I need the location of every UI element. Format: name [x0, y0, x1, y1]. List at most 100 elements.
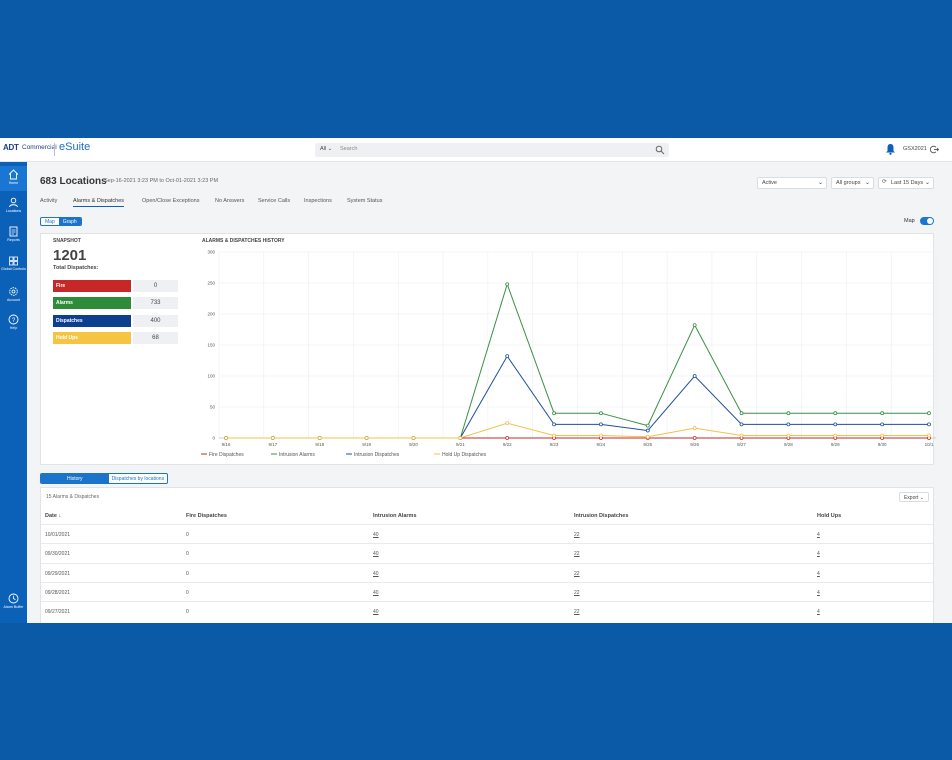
cell-hold-ups[interactable]: 4 — [817, 589, 820, 596]
record-count: 15 Alarms & Dispatches — [46, 494, 100, 500]
cell-hold-ups[interactable]: 4 — [817, 609, 820, 616]
cell-intrusion-dispatches[interactable]: 22 — [574, 570, 580, 577]
cell-intrusion-alarms[interactable]: 40 — [373, 532, 379, 538]
cell-intrusion-dispatches[interactable]: 22 — [574, 609, 580, 616]
x-tick-label: 9/16 — [222, 442, 231, 447]
snapshot-heading: SNAPSHOT — [53, 238, 81, 244]
search-icon[interactable] — [655, 145, 665, 155]
table-row[interactable]: 10/01/2021 0 40 22 4 — [41, 524, 933, 543]
map-switch-label: Map — [904, 218, 915, 224]
dispatches-by-locations-button[interactable]: Dispatches by locations — [111, 476, 165, 482]
y-tick-label: 300 — [207, 250, 215, 255]
x-tick-label: 9/20 — [409, 442, 418, 447]
stat-value-hold-ups: 68 — [133, 332, 178, 344]
column-header-hold-ups[interactable]: Hold Ups — [817, 513, 842, 519]
home-icon — [8, 169, 19, 180]
data-point — [599, 422, 603, 427]
sidebar-item-locations[interactable]: Locations — [0, 194, 27, 219]
cell-intrusion-dispatches[interactable]: 22 — [574, 589, 580, 596]
x-tick-label: 9/26 — [690, 442, 699, 447]
table-row[interactable]: 09/30/2021 0 40 22 4 — [41, 543, 933, 562]
group-filter-dropdown[interactable]: All groups ⌄ — [831, 177, 874, 189]
search-scope-dropdown[interactable]: All ⌄ — [320, 146, 333, 152]
cell-intrusion-dispatches[interactable]: 22 — [574, 551, 580, 558]
main-content: 683 Locations Sep-16-2021 3:23 PM to Oct… — [27, 162, 952, 623]
y-tick-label: 0 — [212, 436, 215, 441]
x-tick-label: 9/24 — [597, 442, 606, 447]
data-point — [833, 422, 838, 427]
data-point — [505, 354, 510, 359]
data-point — [786, 411, 791, 416]
table-row[interactable]: 09/27/2021 0 40 22 4 — [41, 601, 933, 620]
column-header-intrusion-alarms[interactable]: Intrusion Alarms — [373, 513, 417, 519]
chevron-down-icon: ⌄ — [864, 180, 870, 186]
tab-inspections[interactable]: Inspections — [304, 198, 332, 204]
cell-date: 09/30/2021 — [45, 551, 71, 558]
x-tick-label: 9/27 — [737, 442, 746, 447]
column-header-intrusion-dispatches[interactable]: Intrusion Dispatches — [574, 513, 629, 519]
help-icon: ? — [8, 314, 19, 325]
sidebar-item-account[interactable]: Account — [0, 283, 27, 308]
x-tick-label: 9/28 — [784, 442, 793, 447]
tab-alarms-dispatches[interactable]: Alarms & Dispatches — [73, 198, 125, 207]
data-point — [692, 323, 697, 328]
brand-logo[interactable]: ADT — [3, 143, 19, 152]
column-header-fire-dispatches[interactable]: Fire Dispatches — [186, 513, 227, 519]
tab-no-answers[interactable]: No Answers — [215, 198, 245, 204]
status-filter-dropdown[interactable]: Active ⌄ — [757, 177, 827, 189]
search-input[interactable]: Search — [340, 146, 358, 152]
x-tick-label: 9/19 — [362, 442, 371, 447]
sidebar-item-alarm-buffer[interactable]: Alarm Buffer — [0, 590, 27, 615]
cell-intrusion-alarms[interactable]: 40 — [373, 589, 379, 596]
x-tick-label: 9/22 — [503, 442, 512, 447]
table-row[interactable]: 09/28/2021 0 40 22 4 — [41, 581, 933, 601]
bell-icon[interactable] — [885, 143, 896, 155]
cell-fire-dispatches: 0 — [186, 589, 189, 596]
period-filter-dropdown[interactable]: ⟳ Last 15 Days ⌄ — [878, 177, 934, 189]
top-bar: ADT Commercial eSuite All ⌄ Search GSX20… — [0, 138, 952, 162]
cell-hold-ups[interactable]: 4 — [817, 551, 820, 558]
sidebar-item-reports[interactable]: Reports — [0, 223, 27, 248]
sidebar-item-global-controls[interactable]: Global Controls — [0, 252, 27, 280]
cell-fire-dispatches: 0 — [186, 551, 189, 558]
y-tick-label: 150 — [207, 343, 215, 348]
column-header-date[interactable]: Date ↓ — [45, 513, 62, 519]
cell-hold-ups[interactable]: 4 — [817, 570, 820, 577]
data-point — [645, 428, 650, 433]
cell-intrusion-alarms[interactable]: 40 — [373, 551, 379, 558]
tab-system-status[interactable]: System Status — [347, 198, 383, 204]
logout-icon[interactable] — [930, 145, 939, 154]
series-line-hold-up-dispatches — [226, 422, 929, 439]
cell-intrusion-dispatches[interactable]: 22 — [574, 532, 580, 538]
data-point — [505, 436, 510, 440]
reports-icon — [9, 226, 18, 237]
tab-service-calls[interactable]: Service Calls — [258, 198, 291, 204]
data-point — [364, 436, 369, 440]
cell-hold-ups[interactable]: 4 — [817, 532, 820, 538]
user-code[interactable]: GSX2021 — [903, 146, 927, 152]
data-point — [552, 411, 556, 416]
app-window: ADT Commercial eSuite All ⌄ Search GSX20… — [0, 138, 952, 623]
search-bar[interactable]: All ⌄ Search — [315, 143, 669, 157]
sidebar: Home Locations Reports Global Controls A… — [0, 162, 27, 623]
cell-intrusion-alarms[interactable]: 40 — [373, 609, 379, 616]
x-tick-label: 9/29 — [831, 442, 840, 447]
map-graph-toggle: Map Graph — [40, 217, 82, 226]
clock-icon — [8, 593, 19, 604]
map-switch[interactable] — [920, 217, 934, 225]
cell-fire-dispatches: 0 — [186, 570, 189, 577]
stat-label-dispatches: Dispatches — [53, 315, 131, 327]
stat-value-alarms: 733 — [133, 297, 178, 309]
sidebar-item-help[interactable]: ? Help — [0, 311, 27, 336]
snapshot-total: 1201 — [53, 247, 87, 264]
table-row[interactable]: 09/29/2021 0 40 22 4 — [41, 562, 933, 582]
history-tab-button[interactable]: History — [41, 474, 109, 483]
graph-view-button[interactable]: Graph — [58, 218, 81, 225]
sidebar-item-home[interactable]: Home — [0, 166, 27, 191]
cell-intrusion-alarms[interactable]: 40 — [373, 570, 379, 577]
map-view-button[interactable]: Map — [45, 219, 55, 225]
tab-activity[interactable]: Activity — [40, 198, 58, 204]
data-point — [739, 433, 744, 438]
tab-open-close-exceptions[interactable]: Open/Close Exceptions — [142, 198, 200, 204]
export-button[interactable]: Export ⌄ — [898, 492, 929, 502]
